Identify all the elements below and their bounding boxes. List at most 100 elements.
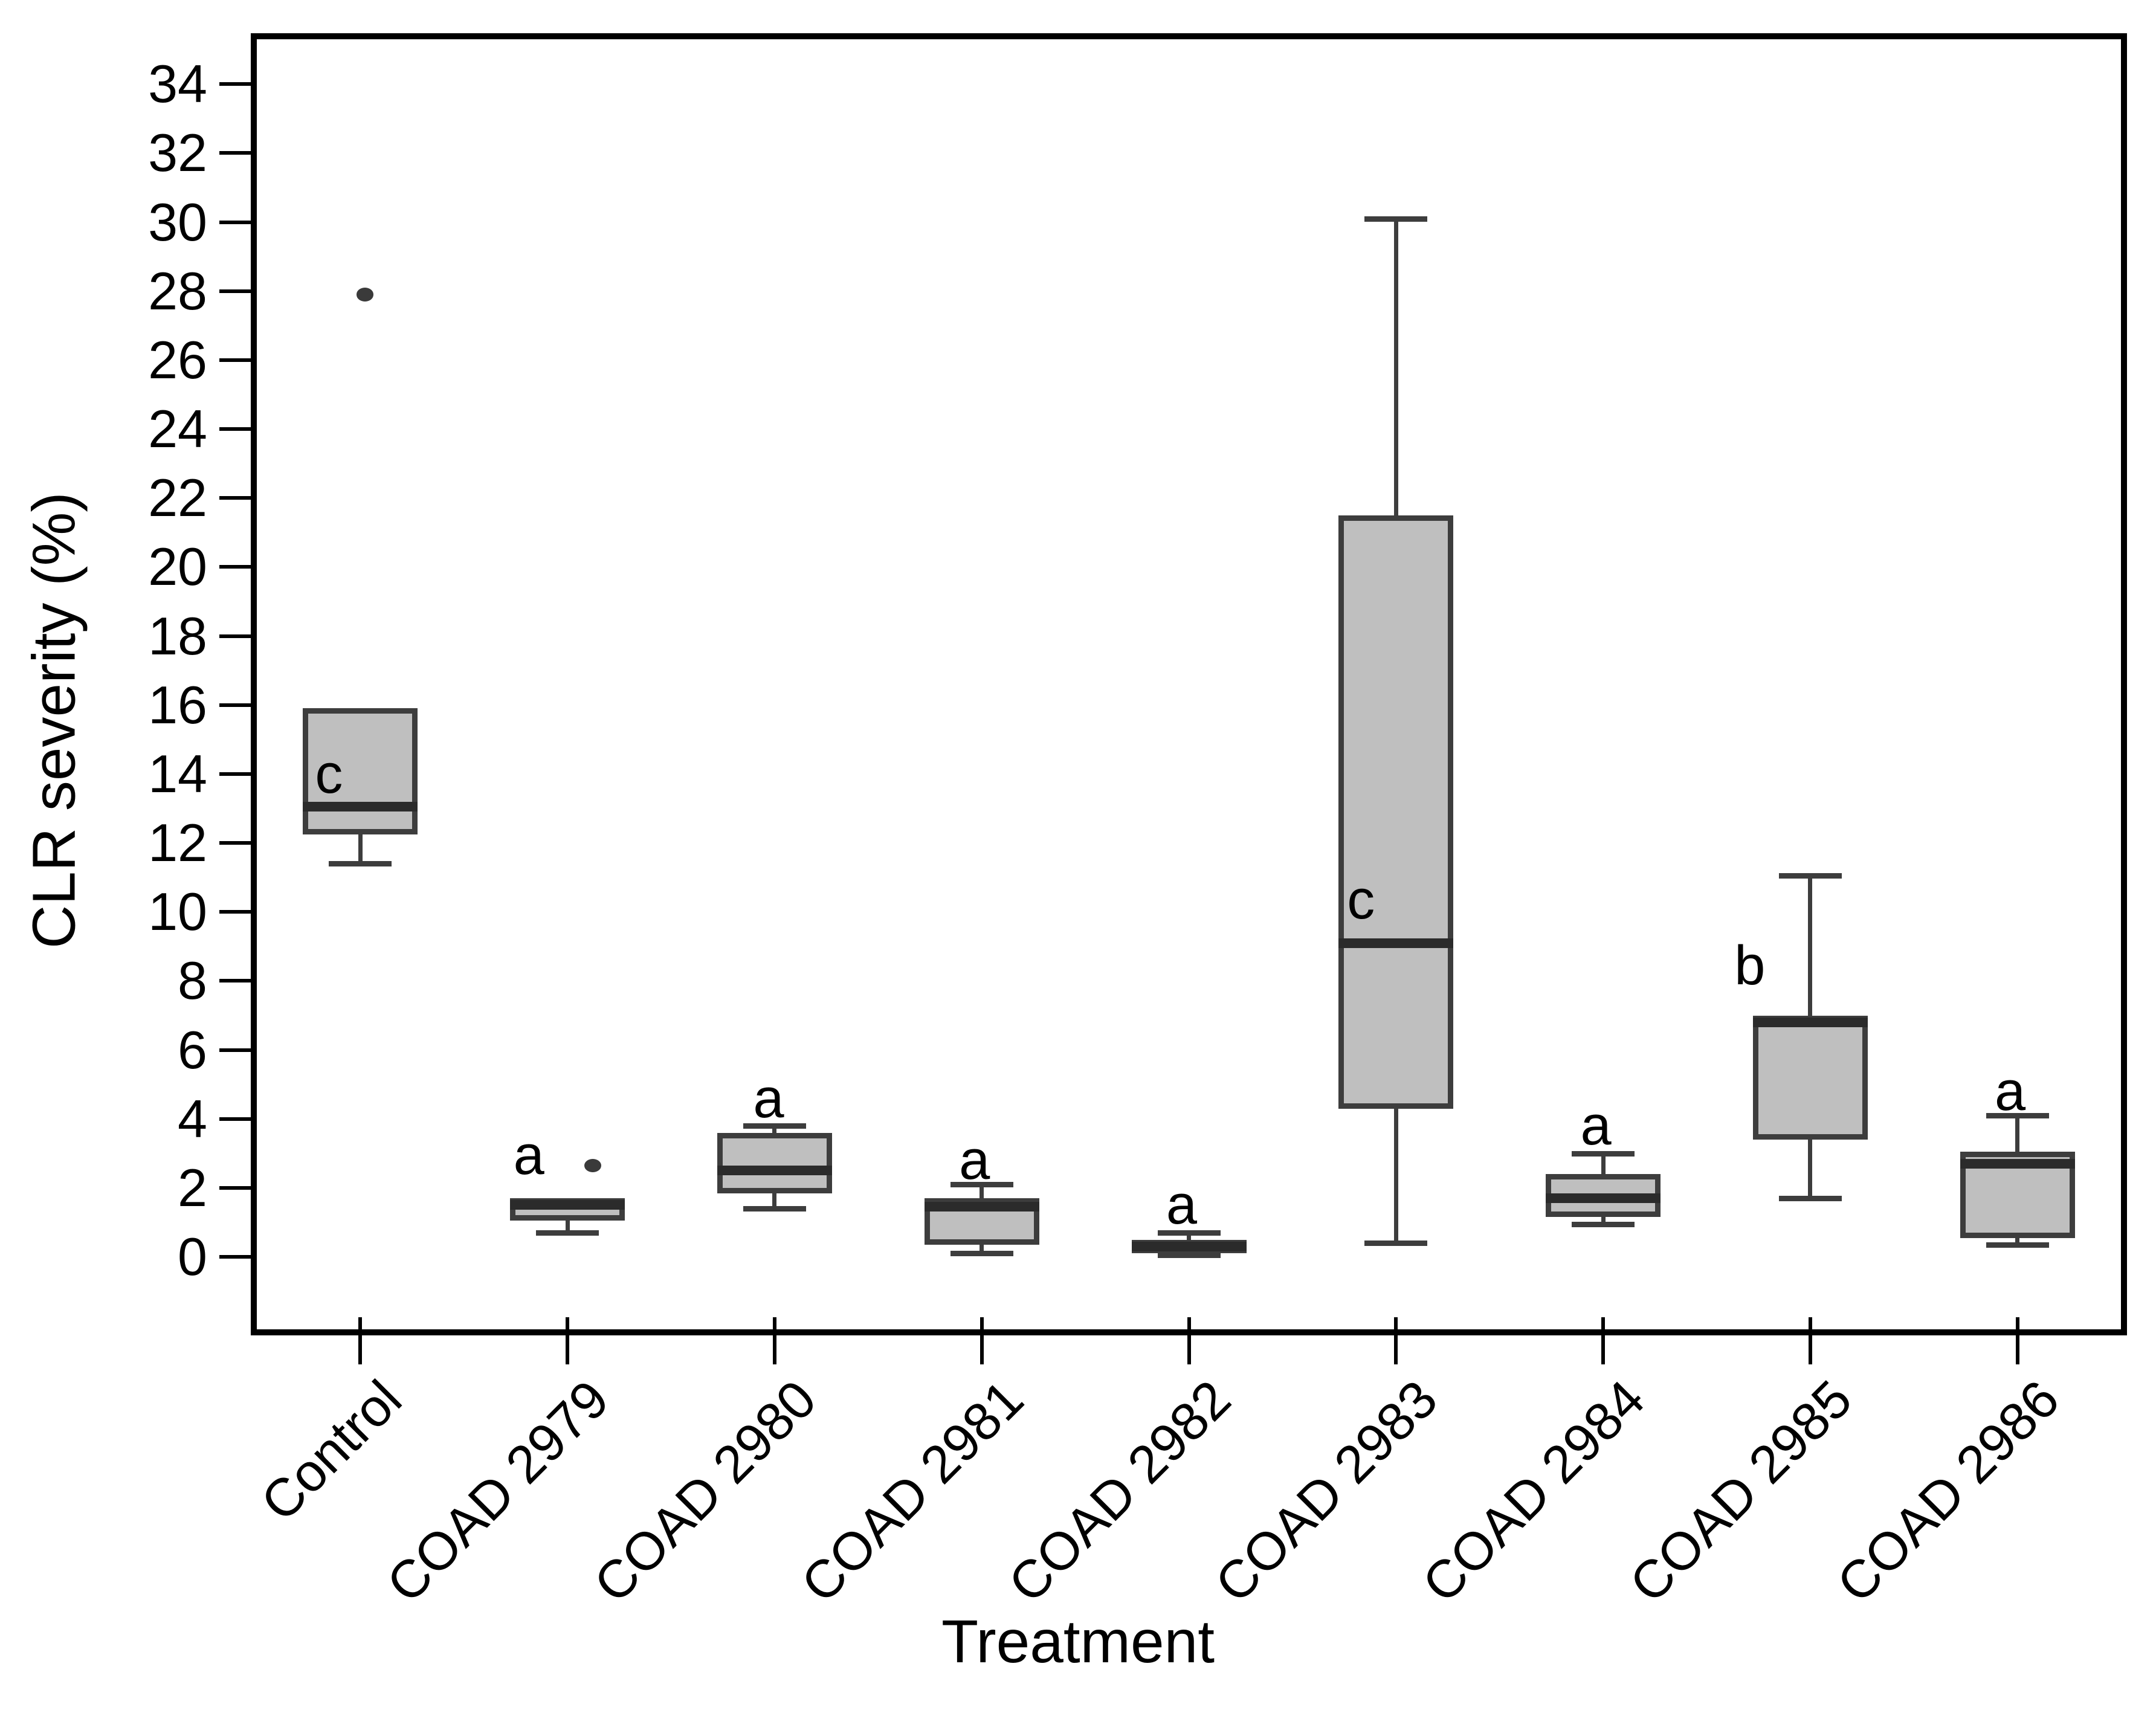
upper-whisker-line [980, 1184, 984, 1199]
median-line [1960, 1158, 2075, 1169]
y-tick-label: 14 [148, 743, 207, 804]
y-tick-label: 20 [148, 537, 207, 597]
significance-letter: a [1995, 1060, 2026, 1123]
lower-whisker-line [1808, 1140, 1813, 1199]
significance-letter: b [1734, 934, 1766, 996]
y-tick-label: 2 [178, 1157, 207, 1218]
y-tick-mark [219, 358, 251, 362]
plot-area: c a a a a c a b a [251, 33, 2127, 1335]
y-tick-mark [219, 220, 251, 224]
box-coad-2980 [717, 1132, 832, 1193]
plot-canvas: c a a a a c a b a [257, 39, 2121, 1329]
upper-whisker-cap [1157, 1230, 1221, 1236]
significance-letter: a [959, 1129, 990, 1192]
lower-whisker-cap [950, 1251, 1013, 1257]
y-tick-mark [219, 82, 251, 86]
x-tick-mark [358, 1317, 363, 1364]
upper-whisker-line [1808, 876, 1813, 1016]
y-tick-label: 8 [178, 950, 207, 1011]
y-tick-label: 24 [148, 399, 207, 459]
y-tick-label: 6 [178, 1019, 207, 1080]
y-tick-mark [219, 634, 251, 638]
upper-whisker-line [1601, 1153, 1606, 1175]
y-tick-mark [219, 1117, 251, 1121]
box-control [303, 708, 418, 834]
y-tick-label: 18 [148, 605, 207, 666]
lower-whisker-cap [1572, 1221, 1635, 1227]
significance-letter: a [1166, 1174, 1198, 1236]
y-tick-mark [219, 703, 251, 707]
upper-whisker-cap [1364, 216, 1428, 222]
x-axis-title: Treatment [941, 1608, 1215, 1676]
y-tick-label: 22 [148, 468, 207, 528]
y-tick-label: 10 [148, 882, 207, 942]
y-tick-mark [219, 979, 251, 983]
median-line [1752, 1017, 1868, 1027]
x-tick-mark [1187, 1317, 1191, 1364]
median-line [924, 1202, 1039, 1212]
y-tick-mark [219, 289, 251, 293]
significance-letter: c [1347, 869, 1375, 931]
box-coad-2985 [1752, 1015, 1868, 1140]
lower-whisker-line [565, 1221, 570, 1233]
x-tick-mark [566, 1317, 570, 1364]
box-coad-2983 [1338, 515, 1454, 1109]
upper-whisker-cap [1572, 1150, 1635, 1157]
lower-whisker-line [358, 834, 363, 864]
significance-letter: a [1580, 1095, 1612, 1157]
lower-whisker-cap [1364, 1241, 1428, 1247]
y-tick-mark [219, 496, 251, 500]
y-tick-mark [219, 427, 251, 431]
lower-whisker-cap [1778, 1196, 1842, 1202]
y-tick-label: 32 [148, 123, 207, 183]
y-tick-label: 0 [178, 1227, 207, 1287]
lower-whisker-cap [1986, 1242, 2049, 1248]
upper-whisker-line [1393, 218, 1398, 515]
y-tick-label: 26 [148, 329, 207, 390]
median-line [303, 802, 418, 812]
lower-whisker-cap [329, 861, 392, 867]
median-line [1131, 1241, 1247, 1251]
y-tick-mark [219, 772, 251, 776]
y-tick-label: 34 [148, 54, 207, 114]
x-tick-mark [772, 1317, 776, 1364]
y-tick-mark [219, 1186, 251, 1190]
y-tick-mark [219, 151, 251, 155]
y-tick-label: 30 [148, 192, 207, 252]
median-line [510, 1200, 625, 1210]
outlier-point [584, 1158, 602, 1173]
y-tick-label: 16 [148, 674, 207, 735]
y-tick-mark [219, 910, 251, 914]
y-tick-label: 12 [148, 813, 207, 873]
significance-letter: a [753, 1067, 784, 1129]
upper-whisker-line [772, 1126, 777, 1133]
lower-whisker-line [1601, 1217, 1606, 1224]
outlier-point [357, 288, 374, 302]
x-tick-mark [1394, 1317, 1398, 1364]
x-tick-mark [1601, 1317, 1606, 1364]
lower-whisker-cap [743, 1206, 806, 1212]
upper-whisker-line [2015, 1115, 2020, 1152]
lower-whisker-line [1393, 1108, 1398, 1244]
y-tick-label: 4 [178, 1088, 207, 1149]
y-tick-mark [219, 1048, 251, 1052]
median-line [1338, 938, 1454, 948]
significance-letter: a [513, 1124, 544, 1186]
y-tick-mark [219, 565, 251, 569]
significance-letter: c [315, 743, 343, 805]
upper-whisker-cap [1986, 1113, 2049, 1119]
lower-whisker-cap [1157, 1253, 1221, 1259]
x-tick-mark [2015, 1317, 2019, 1364]
upper-whisker-cap [950, 1182, 1013, 1188]
upper-whisker-cap [743, 1123, 806, 1129]
y-tick-mark [219, 841, 251, 845]
lower-whisker-line [980, 1245, 984, 1254]
median-line [717, 1166, 832, 1176]
median-line [1546, 1193, 1661, 1204]
x-tick-mark [1808, 1317, 1812, 1364]
y-tick-label: 28 [148, 260, 207, 321]
y-tick-mark [219, 1255, 251, 1259]
lower-whisker-line [2015, 1237, 2020, 1245]
upper-whisker-line [1187, 1233, 1191, 1240]
